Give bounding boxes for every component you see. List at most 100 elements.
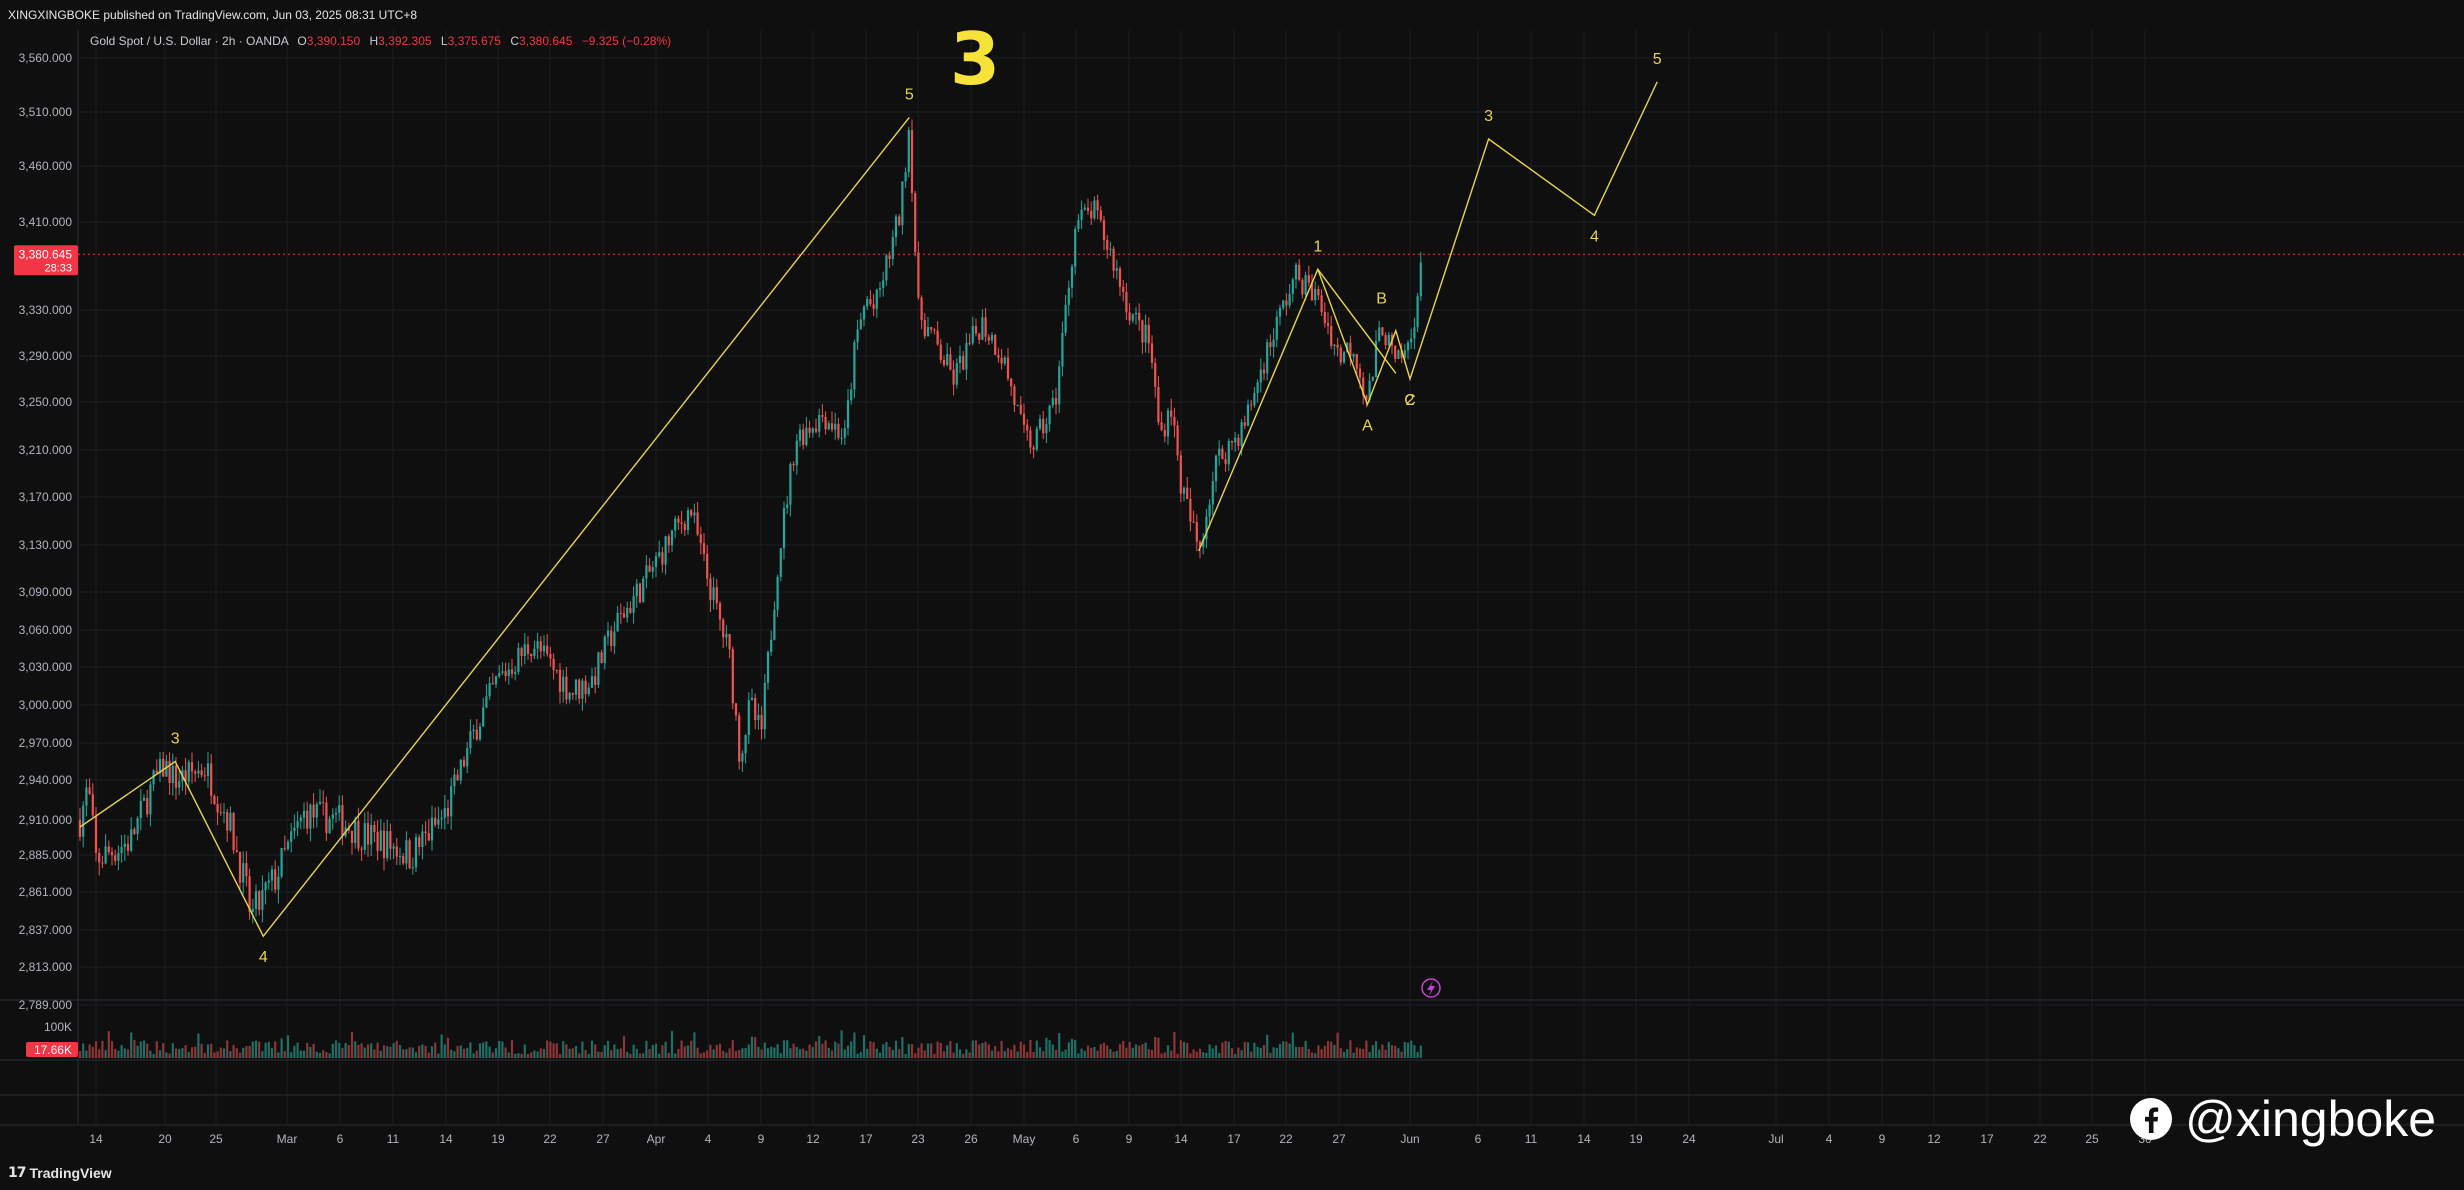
volume-bar <box>946 1045 949 1058</box>
volume-bar <box>933 1053 936 1058</box>
volume-bar <box>715 1045 718 1058</box>
volume-bar <box>539 1048 542 1058</box>
volume-bar <box>94 1041 98 1058</box>
candle-body <box>341 805 344 837</box>
volume-bar <box>1224 1040 1227 1058</box>
volume-bar <box>1086 1045 1090 1058</box>
candle-body <box>1262 369 1266 374</box>
volume-bar <box>1346 1049 1349 1058</box>
volume-bar <box>910 1044 914 1058</box>
volume-bar <box>955 1043 958 1058</box>
candle-body <box>856 329 859 343</box>
volume-bar <box>1090 1047 1093 1058</box>
candle-body <box>1403 350 1406 358</box>
volume-bar <box>1195 1051 1198 1058</box>
volume-bar <box>1202 1052 1205 1058</box>
volume-bar <box>382 1045 386 1058</box>
x-tick-label: Jul <box>1768 1132 1783 1146</box>
candle-body <box>469 731 472 749</box>
volume-bar <box>82 1043 85 1058</box>
volume-bar <box>1266 1034 1269 1058</box>
volume-bar <box>1186 1043 1189 1058</box>
x-tick-label: 27 <box>596 1132 610 1146</box>
candle-body <box>965 342 968 370</box>
candle-body <box>1246 404 1250 426</box>
candle-body <box>1182 487 1186 494</box>
volume-bar <box>213 1052 216 1058</box>
candle-body <box>674 518 677 531</box>
volume-bar <box>648 1048 651 1058</box>
candle-body <box>1368 380 1371 400</box>
volume-bar <box>664 1041 667 1058</box>
volume-bar <box>91 1046 94 1058</box>
volume-bar <box>587 1053 590 1058</box>
candle-body <box>981 317 984 340</box>
y-tick-label: 2,813.000 <box>19 960 73 974</box>
volume-bar <box>1221 1042 1224 1058</box>
candle-body <box>677 518 680 523</box>
candle-body <box>424 831 427 834</box>
volume-bar <box>987 1044 990 1058</box>
candle-body <box>299 817 302 822</box>
volume-bar <box>1275 1048 1278 1058</box>
volume-bar <box>338 1042 341 1058</box>
candle-body <box>360 848 363 850</box>
volume-bar <box>219 1047 222 1058</box>
candle-body <box>306 810 309 829</box>
volume-bar <box>1272 1047 1275 1058</box>
volume-bar <box>488 1046 491 1058</box>
candle-body <box>846 400 850 429</box>
volume-bar <box>1083 1050 1086 1058</box>
volume-bar <box>478 1043 482 1058</box>
candle-body <box>338 805 341 813</box>
handwritten-label: 3 <box>950 17 1000 101</box>
volume-bar <box>725 1052 728 1058</box>
volume-bar <box>130 1032 133 1058</box>
volume-bar <box>571 1048 574 1058</box>
candle-body <box>312 804 315 818</box>
candle-body <box>1227 441 1230 465</box>
facebook-icon <box>2130 1098 2173 1140</box>
volume-bar <box>1051 1044 1054 1058</box>
candle-body <box>904 172 907 182</box>
candle-body <box>386 831 389 859</box>
volume-bar <box>533 1050 536 1058</box>
symbol-legend[interactable]: Gold Spot / U.S. Dollar · 2h · OANDA O3,… <box>90 34 677 48</box>
candle-body <box>1086 207 1090 211</box>
volume-bar <box>133 1040 136 1058</box>
candle-body <box>1211 481 1214 505</box>
candle-body <box>1214 455 1218 482</box>
x-tick-label: 14 <box>89 1132 103 1146</box>
candle-body <box>104 846 107 864</box>
candle-body <box>123 843 126 848</box>
candle-body <box>907 130 910 173</box>
volume-bar <box>395 1040 398 1058</box>
candle-body <box>456 774 459 781</box>
volume-bar <box>498 1040 501 1058</box>
wave-label: A <box>1362 417 1373 434</box>
candle-body <box>718 603 722 620</box>
y-tick-label: 3,170.000 <box>19 490 73 504</box>
candle-body <box>546 645 549 654</box>
volume-bar <box>1163 1052 1166 1058</box>
candle-body <box>1198 541 1202 547</box>
volume-bar <box>347 1045 350 1058</box>
volume-bar <box>741 1048 744 1058</box>
volume-bar <box>1099 1044 1102 1058</box>
volume-bar <box>264 1042 267 1058</box>
volume-bar <box>1253 1042 1256 1058</box>
volume-bar <box>1358 1048 1362 1058</box>
volume-bar <box>1291 1032 1294 1058</box>
candle-body <box>110 852 114 856</box>
candle-body <box>1218 448 1221 456</box>
x-tick-label: 9 <box>1126 1132 1133 1146</box>
volume-bar <box>178 1049 181 1058</box>
volume-bar <box>971 1040 974 1058</box>
volume-bar <box>1250 1051 1253 1058</box>
volume-bar <box>821 1043 824 1058</box>
x-tick-label: 20 <box>158 1132 172 1146</box>
price-tag <box>14 245 78 276</box>
tradingview-brand[interactable]: 𝟭𝟳 TradingView <box>8 1164 112 1181</box>
candle-body <box>389 831 392 849</box>
